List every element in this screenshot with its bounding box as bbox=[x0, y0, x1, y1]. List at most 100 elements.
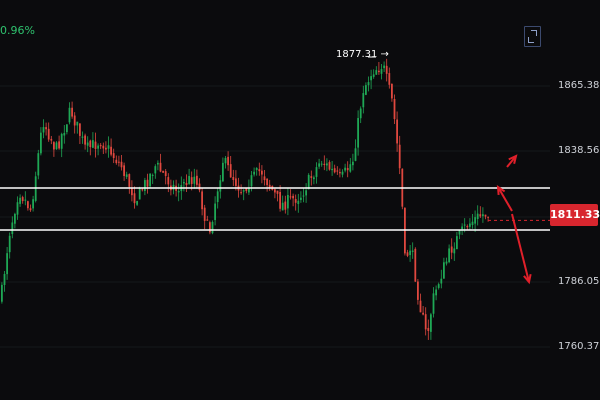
candle-body bbox=[414, 248, 417, 282]
candle-body bbox=[461, 226, 463, 230]
candle-body bbox=[404, 208, 406, 254]
candle-body bbox=[118, 161, 120, 163]
candle-body bbox=[352, 161, 354, 166]
candle-body bbox=[66, 124, 68, 133]
candle-body bbox=[209, 222, 211, 233]
candle-body bbox=[365, 85, 367, 95]
candle-body bbox=[346, 168, 349, 171]
candle-body bbox=[375, 70, 378, 75]
candle-body bbox=[84, 135, 86, 145]
candle-body bbox=[193, 176, 196, 184]
candle-body bbox=[1, 284, 3, 302]
candle-body bbox=[388, 73, 391, 85]
candle-body bbox=[487, 216, 489, 218]
candle-body bbox=[63, 132, 66, 136]
candle-body bbox=[385, 65, 388, 74]
candle-body bbox=[274, 189, 276, 193]
candle-body bbox=[115, 159, 118, 164]
candle-body bbox=[201, 191, 203, 210]
candle-body bbox=[435, 289, 437, 296]
candle-body bbox=[261, 170, 263, 175]
candle-body bbox=[53, 142, 55, 150]
candle-body bbox=[216, 191, 219, 203]
candle-body bbox=[419, 300, 422, 313]
candle-body bbox=[300, 197, 302, 200]
candle-body bbox=[97, 145, 99, 149]
candle-body bbox=[398, 144, 401, 169]
candle-body bbox=[268, 184, 271, 188]
candle-body bbox=[60, 133, 63, 149]
candle-body bbox=[21, 197, 24, 202]
candle-body bbox=[391, 83, 393, 99]
candle-body bbox=[149, 173, 151, 187]
candle-body bbox=[214, 203, 216, 221]
candle-body bbox=[302, 195, 305, 197]
candle-body bbox=[349, 164, 352, 172]
candle-body bbox=[242, 190, 245, 192]
candle-body bbox=[219, 180, 222, 192]
price-axis-label: 1760.37 bbox=[558, 341, 600, 352]
candle-body bbox=[3, 273, 6, 286]
candle-body bbox=[32, 199, 34, 209]
candle-body bbox=[276, 190, 279, 194]
candle-body bbox=[81, 136, 84, 138]
candle-body bbox=[372, 74, 375, 77]
candle-body bbox=[73, 115, 76, 126]
candle-body bbox=[476, 213, 479, 220]
candle-body bbox=[245, 188, 248, 191]
fullscreen-icon[interactable] bbox=[524, 26, 541, 47]
candle-body bbox=[326, 163, 328, 166]
candle-body bbox=[445, 261, 448, 264]
candle-body bbox=[157, 162, 159, 165]
candle-body bbox=[203, 207, 206, 221]
candle-body bbox=[318, 163, 320, 167]
candle-body bbox=[177, 191, 180, 193]
forecast-arrow-up-main bbox=[497, 186, 513, 212]
candle-body bbox=[380, 69, 383, 74]
candle-body bbox=[11, 222, 14, 235]
candle-body bbox=[357, 118, 359, 148]
candle-body bbox=[240, 192, 242, 194]
candle-body bbox=[305, 190, 307, 196]
candle-body bbox=[133, 193, 136, 204]
candle-body bbox=[409, 250, 411, 256]
candle-body bbox=[185, 182, 188, 185]
candle-body bbox=[450, 246, 453, 253]
candle-body bbox=[235, 178, 237, 186]
candle-body bbox=[463, 224, 466, 226]
candle-body bbox=[427, 327, 430, 331]
forecast-arrow-down bbox=[511, 213, 530, 283]
candle-body bbox=[315, 167, 318, 177]
candle-body bbox=[141, 189, 144, 191]
candle-body bbox=[281, 202, 284, 211]
candle-body bbox=[27, 201, 29, 209]
candle-body bbox=[448, 248, 450, 263]
candle-body bbox=[227, 156, 229, 166]
candle-body bbox=[92, 140, 94, 148]
forecast-arrow-up-small-head bbox=[508, 154, 518, 165]
candle-body bbox=[479, 214, 482, 217]
candle-body bbox=[110, 146, 112, 155]
candle-body bbox=[289, 196, 292, 198]
forecast-arrow-down-head bbox=[523, 273, 532, 285]
candle-body bbox=[292, 195, 294, 199]
candle-body bbox=[190, 177, 193, 184]
candle-body bbox=[471, 221, 474, 226]
forecast-arrow-up-small bbox=[506, 155, 517, 168]
candle-body bbox=[47, 128, 50, 140]
candle-body bbox=[344, 167, 346, 171]
candle-body bbox=[253, 171, 255, 175]
candle-body bbox=[469, 223, 471, 227]
candle-body bbox=[367, 82, 370, 86]
candle-body bbox=[258, 169, 261, 172]
candle-body bbox=[146, 179, 149, 187]
candle-body bbox=[167, 177, 170, 185]
candle-body bbox=[263, 176, 266, 181]
candle-body bbox=[440, 278, 443, 284]
candle-body bbox=[162, 170, 164, 173]
candle-body bbox=[37, 153, 40, 176]
candle-body bbox=[307, 174, 310, 190]
candle-body bbox=[211, 221, 214, 234]
